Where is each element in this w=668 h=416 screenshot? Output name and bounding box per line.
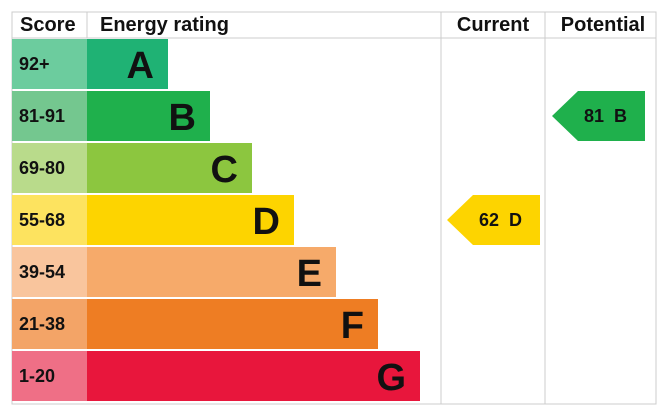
score-label: 69-80	[19, 158, 65, 178]
potential-arrow	[552, 91, 645, 141]
rating-letter: D	[253, 201, 280, 243]
current-label: 62 D	[479, 210, 522, 230]
header-score: Score	[20, 14, 76, 36]
rating-letter: F	[341, 305, 364, 347]
score-label: 1-20	[19, 366, 55, 386]
header-current: Current	[457, 14, 530, 36]
score-cell	[12, 247, 87, 297]
potential-value: 81	[584, 106, 604, 126]
current-value: 62	[479, 210, 499, 230]
score-label: 92+	[19, 54, 50, 74]
score-cell	[12, 299, 87, 349]
rating-bar	[87, 195, 294, 245]
score-cell	[12, 351, 87, 401]
rating-letter: A	[127, 45, 154, 87]
score-label: 81-91	[19, 106, 65, 126]
header-potential: Potential	[561, 14, 645, 36]
potential-rating: B	[614, 106, 627, 126]
rating-bar	[87, 247, 336, 297]
score-label: 55-68	[19, 210, 65, 230]
header-energy-rating: Energy rating	[100, 14, 229, 36]
rating-letter: B	[169, 97, 196, 139]
potential-label: 81 B	[584, 106, 627, 126]
score-label: 21-38	[19, 314, 65, 334]
rating-bar	[87, 39, 168, 89]
rating-bar	[87, 143, 252, 193]
current-arrow	[447, 195, 540, 245]
rating-bar	[87, 351, 420, 401]
rating-letter: G	[376, 357, 406, 399]
rating-bar	[87, 91, 210, 141]
rating-letter: C	[211, 149, 238, 191]
score-cell	[12, 143, 87, 193]
score-cell	[12, 39, 87, 89]
score-cell	[12, 91, 87, 141]
current-rating: D	[509, 210, 522, 230]
score-cell	[12, 195, 87, 245]
rating-letter: E	[297, 253, 322, 295]
rating-bar	[87, 299, 378, 349]
score-label: 39-54	[19, 262, 65, 282]
